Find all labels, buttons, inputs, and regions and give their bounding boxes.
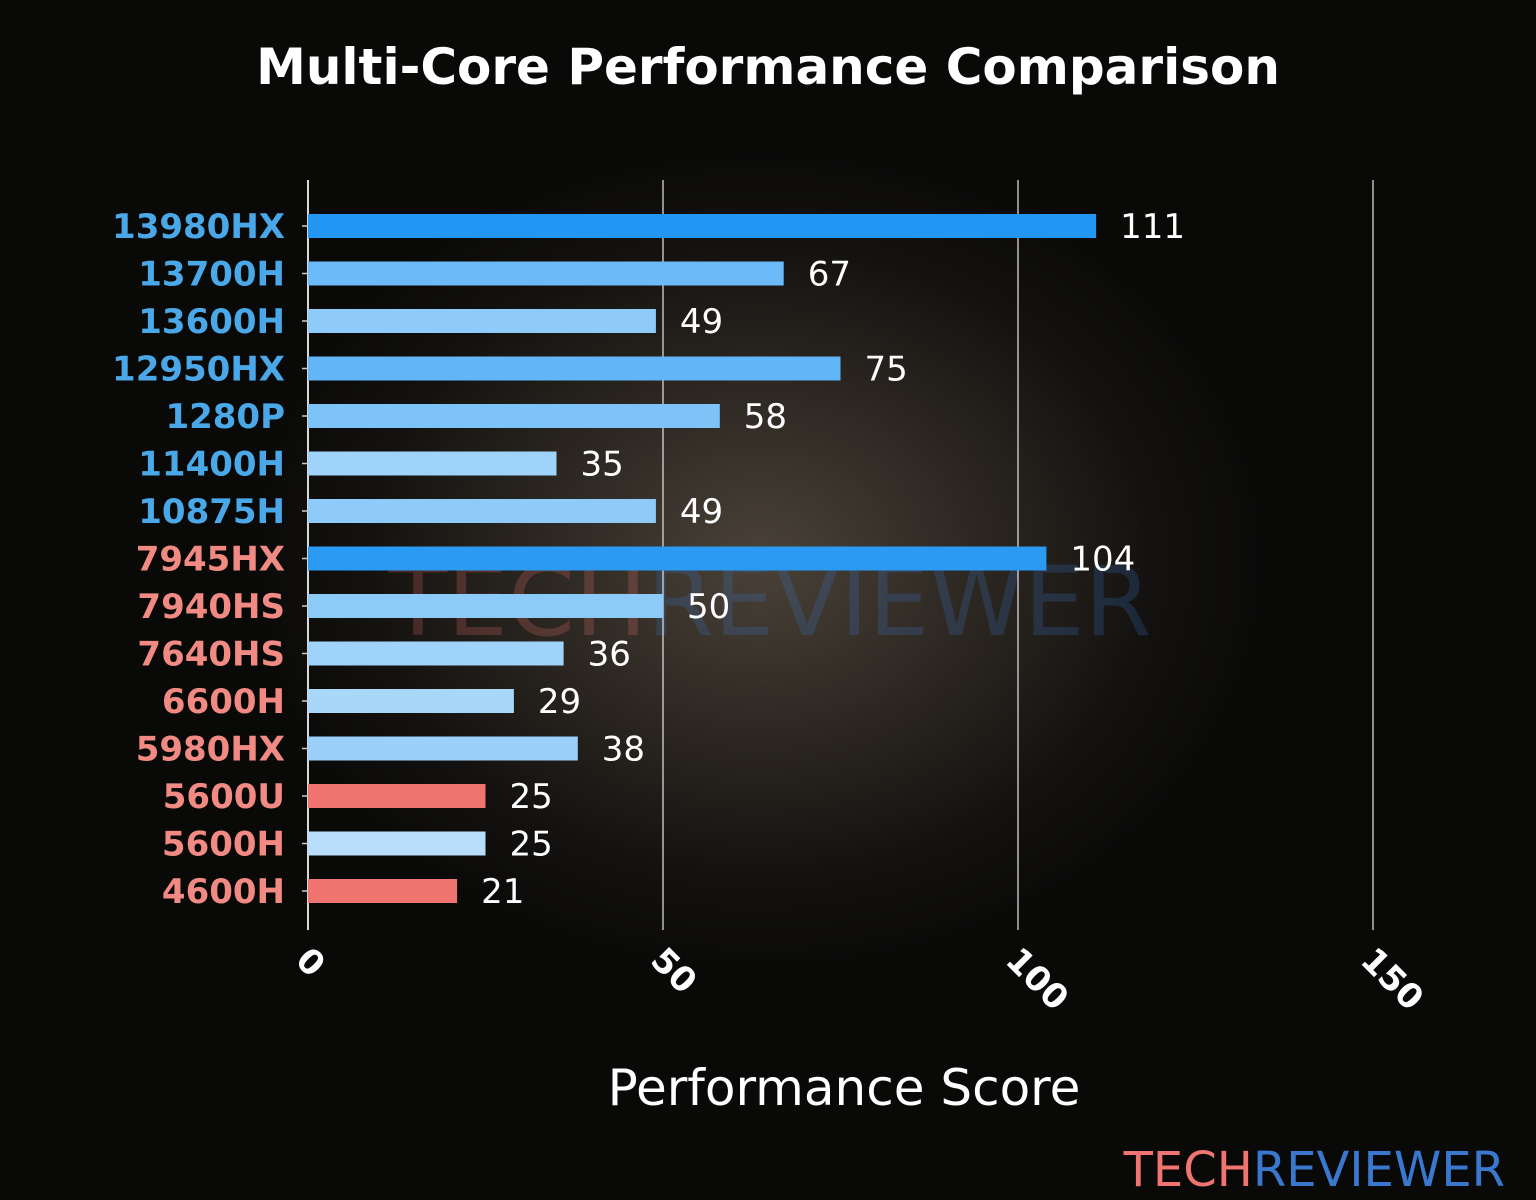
x-tick-label: 0	[288, 940, 333, 985]
y-tick-label: 11400H	[138, 445, 285, 485]
data-label: 67	[808, 255, 851, 295]
y-tick-label: 4600H	[162, 872, 285, 912]
data-label: 25	[510, 825, 553, 865]
y-tick-label: 7945HX	[136, 540, 285, 580]
data-label: 111	[1120, 207, 1185, 247]
x-tick-label: 150	[1353, 940, 1431, 1018]
bar	[308, 641, 564, 666]
data-label: 58	[744, 397, 787, 437]
bar	[308, 214, 1097, 238]
bar	[308, 594, 663, 618]
y-tick-label: 5600H	[162, 825, 285, 865]
data-label: 104	[1070, 540, 1135, 580]
bar	[308, 404, 720, 428]
data-label: 25	[510, 777, 553, 817]
bar	[308, 784, 486, 808]
y-tick-label: 5600U	[163, 777, 285, 817]
chart-title: Multi-Core Performance Comparison	[256, 38, 1280, 96]
data-label: 35	[581, 445, 624, 485]
x-tick-label: 100	[998, 940, 1076, 1018]
y-tick-label: 1280P	[165, 397, 285, 437]
bar	[308, 261, 784, 286]
watermark-logo: TECHREVIEWER	[1123, 1142, 1505, 1198]
bar	[308, 831, 486, 856]
bar	[308, 499, 656, 523]
x-tick-label: 50	[643, 940, 705, 1002]
y-tick-label: 12950HX	[112, 350, 285, 390]
y-tick-label: 7940HS	[137, 587, 285, 627]
y-tick-label: 5980HX	[136, 730, 285, 770]
data-label: 49	[680, 492, 723, 532]
y-tick-label: 13600H	[138, 302, 285, 342]
bar	[308, 879, 458, 903]
data-label: 38	[602, 730, 645, 770]
y-tick-label: 7640HS	[137, 635, 285, 675]
data-label: 50	[687, 587, 730, 627]
bar	[308, 736, 578, 761]
y-tick-label: 10875H	[138, 492, 285, 532]
data-label: 21	[481, 872, 524, 912]
y-tick-label: 13980HX	[112, 207, 285, 247]
data-label: 49	[680, 302, 723, 342]
data-label: 36	[588, 635, 631, 675]
y-tick-label: 6600H	[162, 682, 285, 722]
bar	[308, 356, 841, 381]
bar	[308, 689, 514, 713]
x-axis-label: Performance Score	[608, 1059, 1081, 1117]
y-tick-label: 13700H	[138, 255, 285, 295]
bar	[308, 546, 1047, 571]
data-label: 75	[865, 350, 908, 390]
data-label: 29	[538, 682, 581, 722]
bar	[308, 309, 656, 333]
bar	[308, 451, 557, 476]
